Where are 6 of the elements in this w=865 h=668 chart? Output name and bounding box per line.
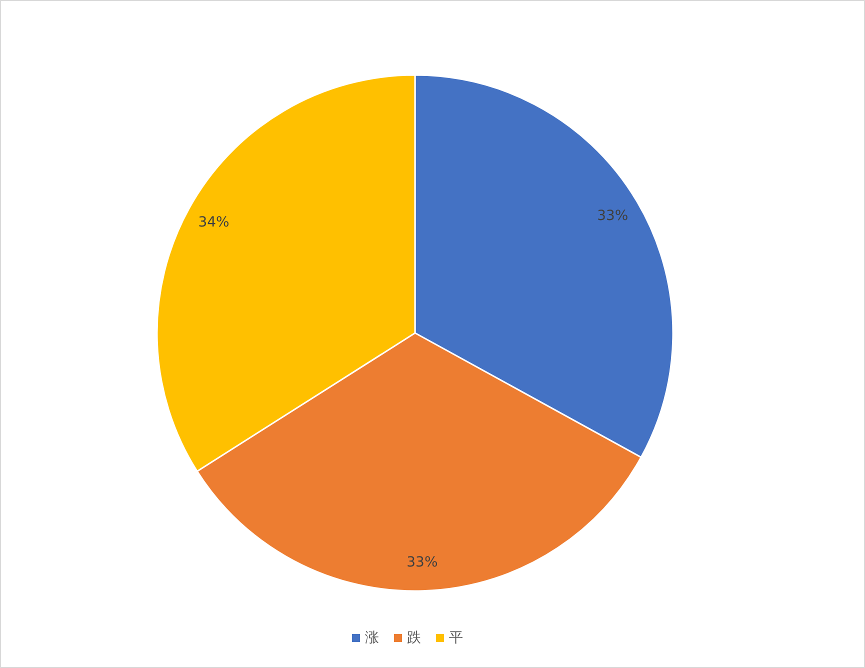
legend-label: 平 [449,630,463,646]
legend-label: 涨 [365,630,379,646]
legend-label: 跌 [407,630,421,646]
data-label: 34% [198,214,230,230]
data-label: 33% [406,554,438,571]
data-label: 33% [597,208,628,224]
